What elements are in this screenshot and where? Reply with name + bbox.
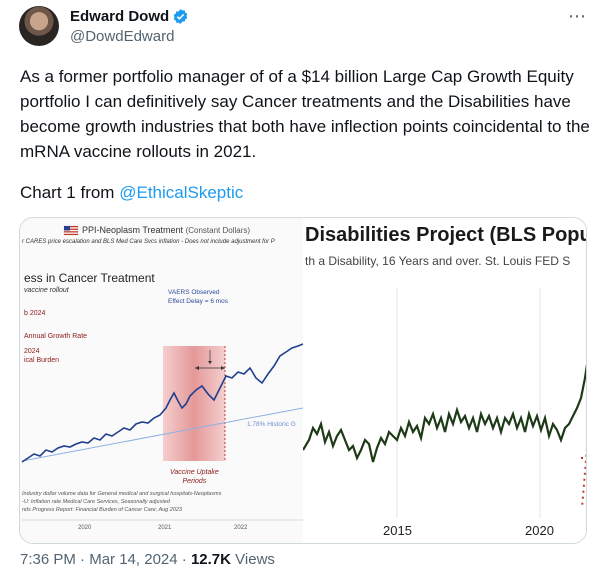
right-chart-title: Disabilities Project (BLS Popula	[305, 224, 587, 246]
right-chart-subtitle: th a Disability, 16 Years and over. St. …	[305, 254, 571, 268]
chart-caption: Chart 1 from @EthicalSkeptic	[20, 182, 243, 204]
vaccine-uptake-band	[163, 346, 225, 461]
left-foot-2: -U: Inflation rate Medical Care Services…	[22, 499, 170, 505]
avatar[interactable]	[19, 6, 59, 46]
right-x-label-2015: 2015	[383, 523, 412, 538]
us-flag-icon	[63, 225, 79, 236]
ppi-series-line	[21, 343, 303, 463]
tweet-time[interactable]: 7:36 PM	[20, 551, 76, 568]
views-label: Views	[235, 551, 275, 568]
vaers-label-2: Effect Delay = 6 mos	[168, 298, 229, 305]
left-foot-3: nds Progress Report: Financial Burden of…	[22, 507, 182, 513]
author-name[interactable]: Edward Dowd	[70, 8, 170, 25]
footer-separator: ·	[80, 551, 86, 568]
disability-series-line	[303, 363, 586, 463]
tweet-footer: 7:36 PM · Mar 14, 2024 · 12.7K Views	[20, 551, 275, 568]
left-note-2: b 2024	[24, 310, 46, 317]
media-attachment[interactable]: PPI-Neoplasm Treatment (Constant Dollars…	[19, 217, 587, 544]
left-chart-subtitle: r CARES price escalation and BLS Med Car…	[22, 239, 275, 245]
vaccine-uptake-label: Vaccine Uptake	[170, 469, 219, 476]
left-note-3: Annual Growth Rate	[24, 333, 88, 340]
historic-trend-line	[21, 407, 303, 462]
verified-badge-icon	[173, 9, 188, 24]
mention-link[interactable]: @EthicalSkeptic	[119, 183, 244, 202]
left-note-4: 2024	[24, 348, 40, 355]
left-x-label-2020: 2020	[78, 525, 92, 531]
tweet-date[interactable]: Mar 14, 2024	[89, 551, 178, 568]
left-note-5: ical Burden	[24, 357, 60, 364]
vaers-label: VAERS Observed	[168, 289, 220, 296]
more-options-icon[interactable]: ⋯	[568, 6, 587, 26]
left-foot-1: Industry dollar volume data for General …	[22, 491, 222, 497]
vaccine-uptake-label-2: Periods	[182, 478, 207, 485]
historic-growth-label: 1.78% Historic G	[247, 421, 296, 428]
left-x-label-2022: 2022	[234, 525, 248, 531]
cancer-treatment-chart-image[interactable]: PPI-Neoplasm Treatment (Constant Dollars…	[20, 218, 303, 543]
left-x-label-2021: 2021	[158, 525, 172, 531]
left-chart-heading: ess in Cancer Treatment	[24, 271, 155, 285]
views-count: 12.7K	[190, 551, 231, 568]
tweet-text: As a former portfolio manager of of a $1…	[20, 67, 590, 161]
disabilities-chart-image[interactable]: Disabilities Project (BLS Popula th a Di…	[303, 218, 587, 543]
chart-caption-prefix: Chart 1 from	[20, 183, 115, 202]
left-chart-title: PPI-Neoplasm Treatment	[82, 225, 184, 235]
footer-separator-2: ·	[181, 551, 187, 568]
author-handle[interactable]: @DowdEdward	[70, 28, 175, 45]
left-note-1: vaccine rollout	[24, 287, 69, 294]
right-x-label-2020: 2020	[525, 523, 554, 538]
left-chart-title-paren: (Constant Dollars)	[185, 226, 251, 235]
